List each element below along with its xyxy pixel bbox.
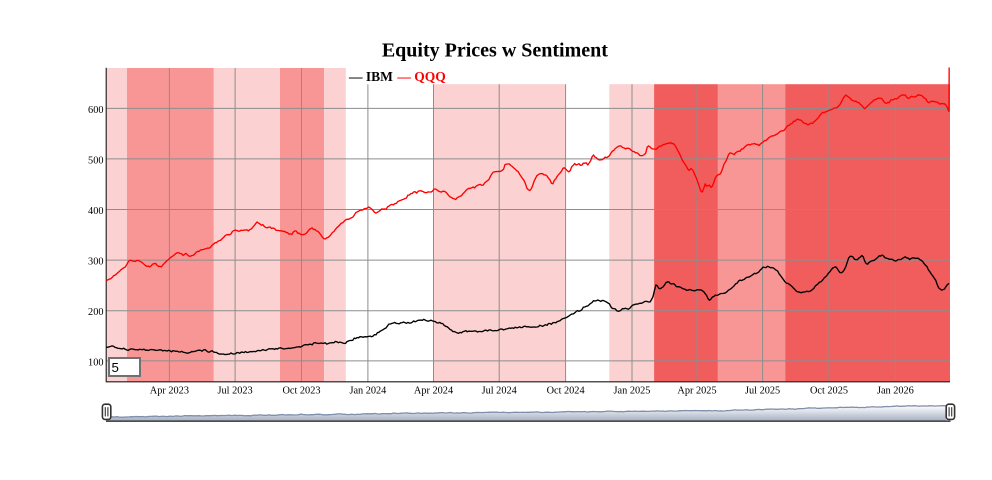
svg-text:Jul 2024: Jul 2024 — [482, 386, 517, 397]
svg-text:200: 200 — [88, 307, 103, 318]
svg-text:Jan 2026: Jan 2026 — [877, 386, 914, 397]
svg-text:Oct 2024: Oct 2024 — [547, 386, 585, 397]
svg-text:Oct 2025: Oct 2025 — [810, 386, 848, 397]
svg-text:100: 100 — [88, 357, 103, 368]
svg-text:Equity Prices w Sentiment: Equity Prices w Sentiment — [382, 39, 608, 61]
svg-text:— QQQ: — QQQ — [396, 69, 445, 84]
svg-text:600: 600 — [88, 105, 103, 116]
svg-text:Jan 2025: Jan 2025 — [614, 386, 651, 397]
svg-text:Apr 2025: Apr 2025 — [677, 386, 716, 397]
svg-text:Apr 2024: Apr 2024 — [414, 386, 453, 397]
svg-text:Jul 2023: Jul 2023 — [218, 386, 253, 397]
svg-text:500: 500 — [88, 155, 103, 166]
svg-text:300: 300 — [88, 257, 103, 268]
svg-text:400: 400 — [88, 206, 103, 217]
svg-text:— IBM: — IBM — [348, 69, 393, 84]
svg-text:Apr 2023: Apr 2023 — [150, 386, 189, 397]
svg-text:Oct 2023: Oct 2023 — [282, 386, 320, 397]
svg-text:Jul 2025: Jul 2025 — [745, 386, 780, 397]
svg-text:Jan 2024: Jan 2024 — [349, 386, 386, 397]
